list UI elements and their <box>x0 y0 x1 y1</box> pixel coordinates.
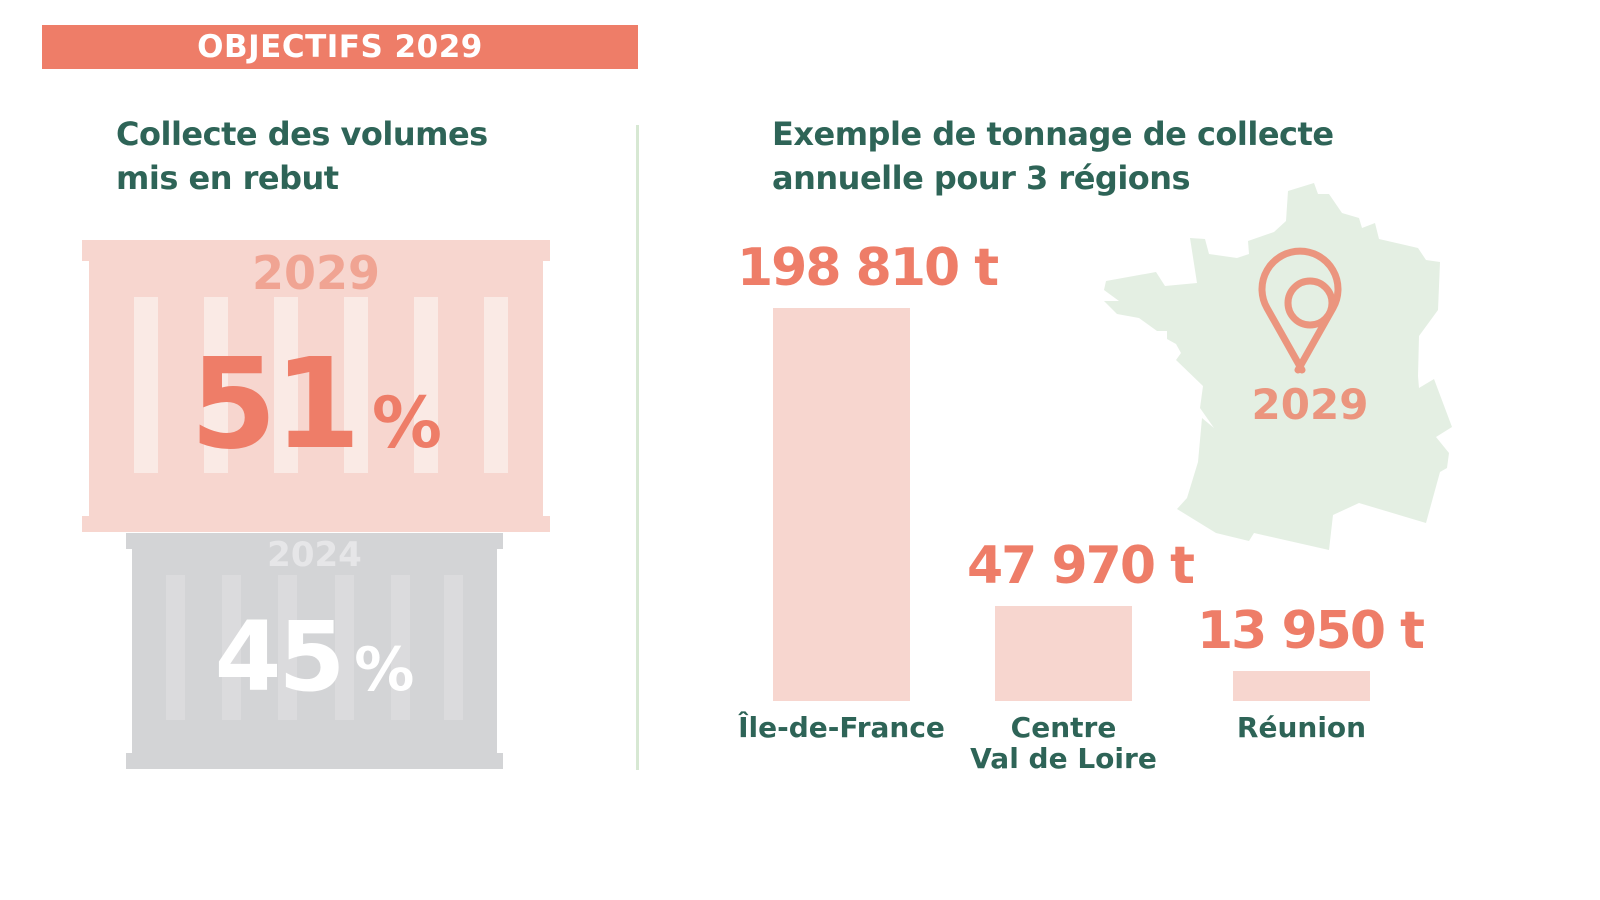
bar-1 <box>995 606 1132 701</box>
left-title: Collecte des volumes mis en rebut <box>116 112 488 200</box>
category-label-line: Île-de-France <box>738 711 945 744</box>
left-title-line1: Collecte des volumes <box>116 115 488 153</box>
category-label: Centre Val de Loire <box>934 712 1194 774</box>
value-label: 47 970 t <box>967 536 1195 597</box>
france-map-shape <box>1104 183 1452 550</box>
container-2029: 2029 51% <box>82 240 550 532</box>
unit-2024: % <box>354 635 415 705</box>
category-label: Réunion <box>1172 712 1432 743</box>
container-2024-year: 2024 <box>267 535 362 575</box>
right-title: Exemple de tonnage de collecte annuelle … <box>772 112 1334 200</box>
right-title-line1: Exemple de tonnage de collecte <box>772 115 1334 153</box>
category-label-line: Val de Loire <box>970 742 1157 775</box>
location-pin-icon <box>1258 247 1342 374</box>
category-label: Île-de-France <box>712 712 972 743</box>
value-label: 198 810 t <box>737 238 999 298</box>
map-year: 2029 <box>1251 380 1369 429</box>
bar-0 <box>773 308 910 701</box>
unit-2029: % <box>371 382 443 464</box>
right-title-line2: annuelle pour 3 régions <box>772 159 1191 197</box>
value-label: 13 950 t <box>1197 601 1425 661</box>
container-2024: 2024 45% <box>126 533 503 769</box>
container-2029-year: 2029 <box>251 246 381 300</box>
bar-2 <box>1233 671 1370 701</box>
objectives-banner: OBJECTIFS 2029 <box>42 25 638 69</box>
value-2024: 45 <box>214 601 346 713</box>
divider <box>636 125 639 770</box>
category-label-line: Centre <box>1010 711 1117 744</box>
left-title-line2: mis en rebut <box>116 159 339 197</box>
category-label-line: Réunion <box>1236 711 1367 744</box>
value-2029: 51 <box>189 332 361 477</box>
